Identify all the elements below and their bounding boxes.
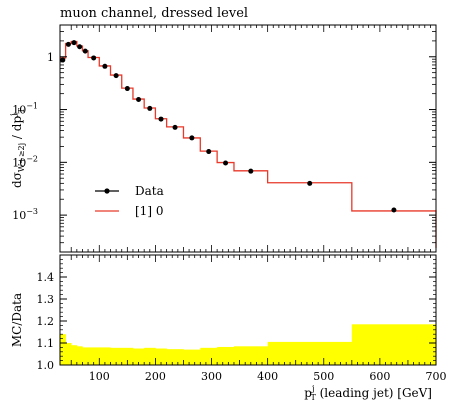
y-tick-label: 10−3 xyxy=(12,207,38,222)
data-point xyxy=(248,168,254,174)
data-point xyxy=(136,97,142,103)
main-plot-panel: 1 10−1 10−2 10−3 Data [1] 0 xyxy=(12,24,437,253)
data-point xyxy=(158,116,164,122)
y-tick-label: 10−2 xyxy=(12,154,38,169)
ratio-y-tick-label: 1.2 xyxy=(37,315,55,328)
data-point xyxy=(147,105,153,111)
ratio-plot-frame xyxy=(59,254,437,366)
mc-uncertainty-band xyxy=(166,349,184,365)
mc-uncertainty-band xyxy=(132,348,145,365)
mc-uncertainty-band xyxy=(71,345,78,365)
mc-uncertainty-band xyxy=(99,347,111,365)
mc-uncertainty-band xyxy=(217,346,235,365)
data-point xyxy=(77,44,83,50)
data-point xyxy=(206,149,212,155)
ratio-y-tick-label: 1.4 xyxy=(37,271,55,284)
main-y-axis-label: dσW+≥2j / dpjT xyxy=(9,107,26,188)
data-point xyxy=(189,135,195,141)
mc-uncertainty-band xyxy=(144,347,156,365)
ratio-y-tick-label: 1.0 xyxy=(37,359,55,372)
data-point xyxy=(124,86,130,92)
y-tick-label: 1 xyxy=(47,51,54,64)
x-tick-label: 100 xyxy=(89,370,110,383)
x-axis-label: pj T (leading jet) [GeV] xyxy=(304,384,432,402)
x-tick-label: 400 xyxy=(257,370,278,383)
mc-uncertainty-band xyxy=(233,346,268,365)
mc-uncertainty-band xyxy=(121,347,134,365)
data-point xyxy=(71,40,77,46)
ratio-plot-panel: 1.0 1.1 1.2 1.3 1.4 100 200 300 400 500 600 700 xyxy=(37,254,447,383)
mc-histogram-line xyxy=(60,40,437,248)
data-point xyxy=(60,57,66,63)
y-tick-label: 10−1 xyxy=(12,102,38,117)
mc-uncertainty-band xyxy=(60,334,66,365)
mc-uncertainty-band xyxy=(155,348,167,365)
mc-uncertainty-band xyxy=(82,347,89,365)
data-point xyxy=(223,160,229,166)
x-tick-label: 500 xyxy=(313,370,334,383)
data-point xyxy=(82,48,88,54)
x-tick-label: 200 xyxy=(145,370,166,383)
ratio-y-axis-label: MC/Data xyxy=(10,293,24,347)
legend-data-marker xyxy=(104,188,110,194)
mc-uncertainty-band xyxy=(110,347,123,365)
x-tick-label: 600 xyxy=(369,370,390,383)
mc-uncertainty-band xyxy=(351,324,437,365)
legend-data-label: Data xyxy=(135,184,164,198)
data-point xyxy=(391,207,397,213)
legend-mc-label: [1] 0 xyxy=(135,204,163,218)
data-point xyxy=(65,41,71,47)
mc-uncertainty-band xyxy=(183,349,201,365)
data-point xyxy=(102,63,108,69)
ratio-y-tick-label: 1.1 xyxy=(37,337,55,350)
data-point xyxy=(113,73,119,79)
ratio-y-tick-label: 1.3 xyxy=(37,293,55,306)
data-point xyxy=(172,124,178,130)
mc-uncertainty-band xyxy=(200,347,218,365)
main-plot-frame xyxy=(59,24,437,253)
chart-title: muon channel, dressed level xyxy=(60,6,248,21)
mc-uncertainty-band xyxy=(76,346,83,365)
data-point xyxy=(91,55,97,61)
mc-uncertainty-band xyxy=(88,347,100,365)
mc-uncertainty-band xyxy=(65,343,72,365)
x-tick-label: 300 xyxy=(201,370,222,383)
data-point xyxy=(307,180,313,186)
mc-uncertainty-band xyxy=(267,341,353,365)
x-tick-label: 700 xyxy=(426,370,447,383)
